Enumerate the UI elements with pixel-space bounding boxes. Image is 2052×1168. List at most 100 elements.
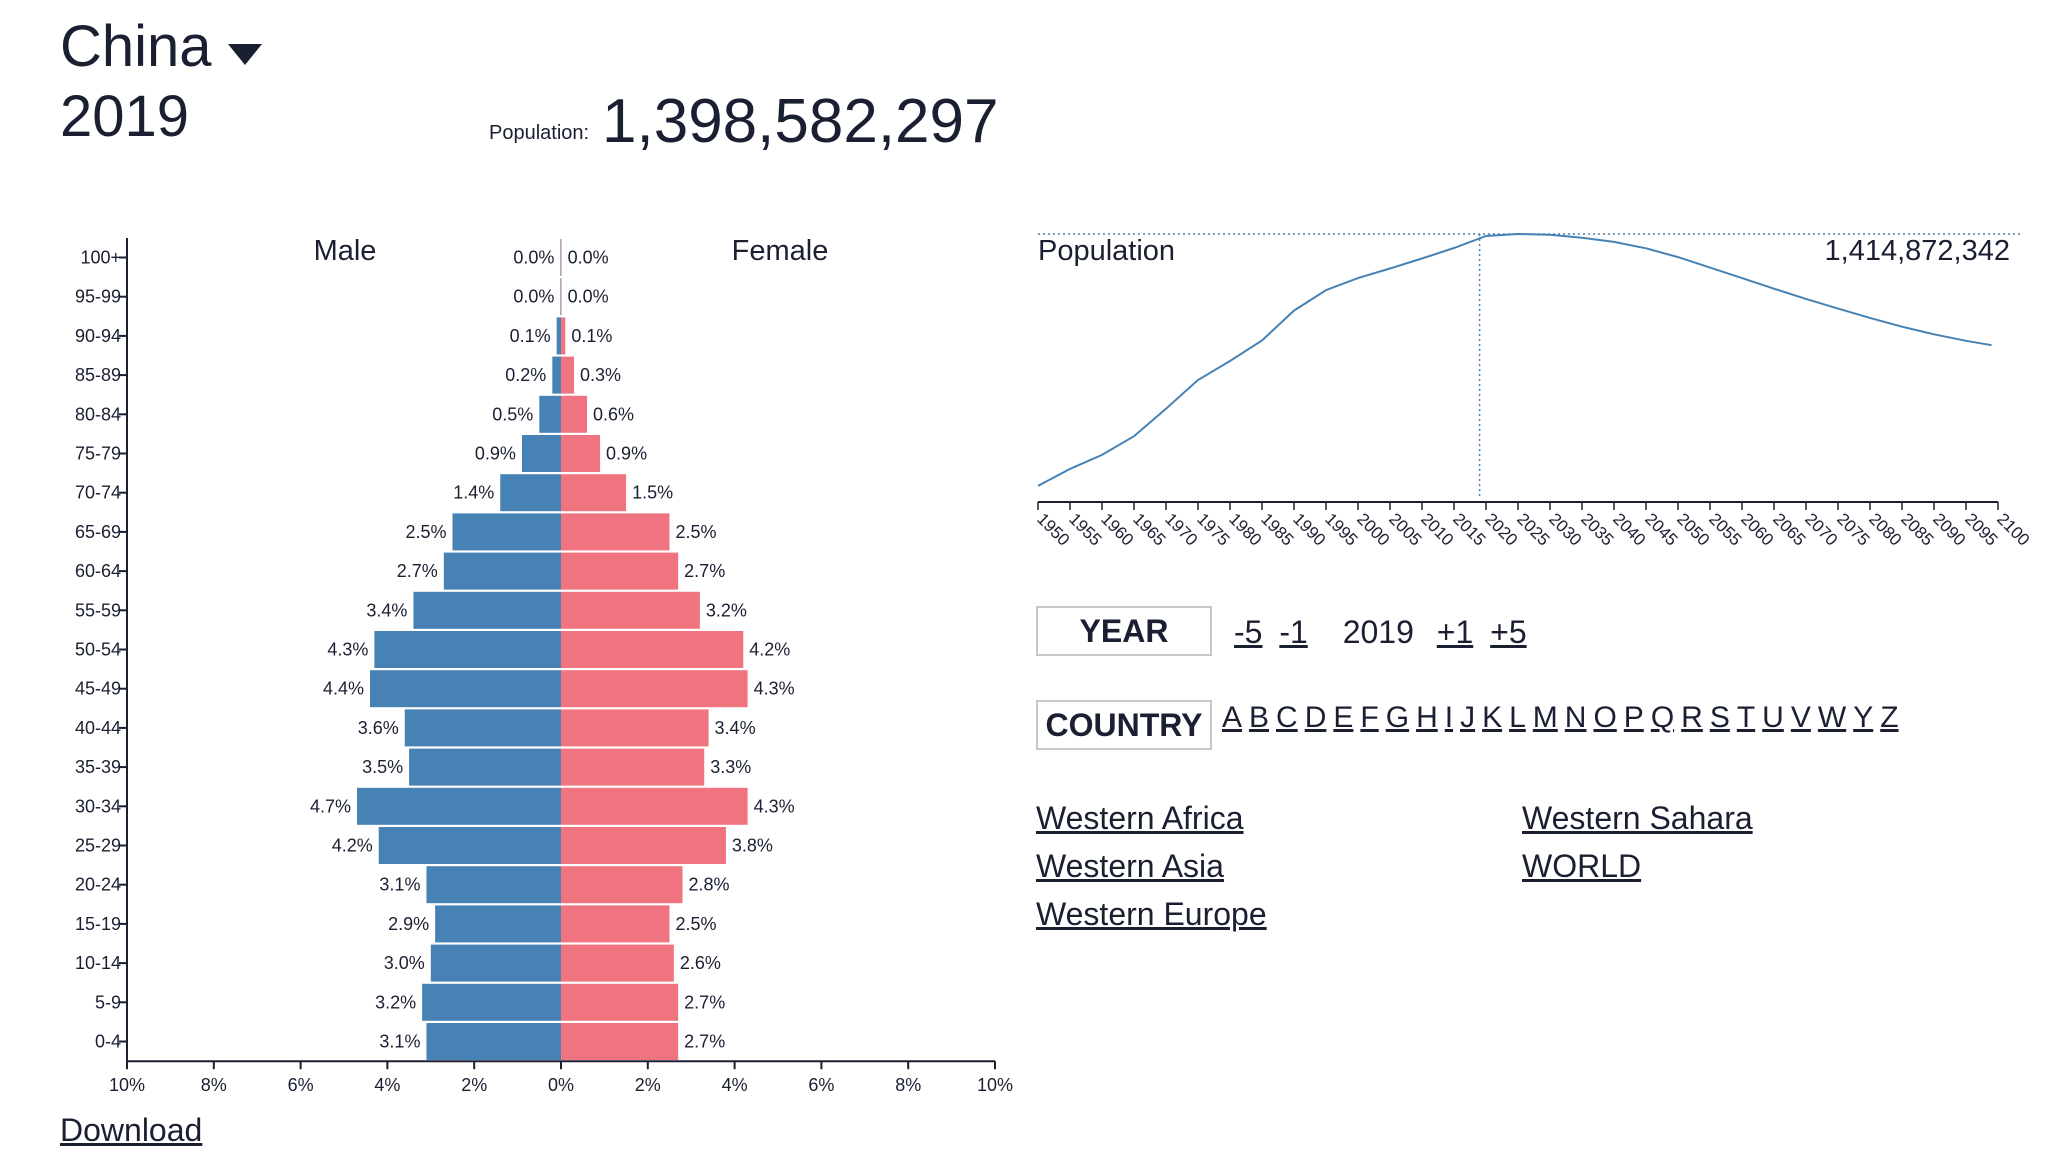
female-value-label: 4.3%: [754, 679, 795, 699]
letter-link-f[interactable]: F: [1360, 701, 1379, 734]
letter-link-h[interactable]: H: [1416, 701, 1438, 734]
year-controls: -5 -1 2019 +1 +5: [1234, 610, 1535, 654]
female-bar: [561, 591, 700, 629]
population-series-line: [1037, 232, 1992, 487]
x-tick-label: 10%: [977, 1075, 1013, 1095]
year-tick-label: 1975: [1193, 509, 1233, 549]
year-tick-label: 1985: [1257, 509, 1297, 549]
female-value-label: 2.7%: [684, 992, 725, 1012]
male-bar: [552, 356, 561, 394]
letter-link-s[interactable]: S: [1709, 701, 1730, 734]
female-bar: [561, 983, 679, 1021]
male-value-label: 3.6%: [358, 718, 399, 738]
region-link-western-africa[interactable]: Western Africa: [1036, 800, 1244, 836]
male-value-label: 0.9%: [475, 444, 516, 464]
letter-link-l[interactable]: L: [1509, 701, 1526, 734]
letter-link-v[interactable]: V: [1790, 701, 1811, 734]
letter-link-c[interactable]: C: [1276, 701, 1298, 734]
year-tick-label: 1965: [1129, 509, 1169, 549]
year-tick-label: 2015: [1449, 509, 1489, 549]
letter-link-z[interactable]: Z: [1880, 701, 1899, 734]
male-value-label: 3.2%: [375, 992, 416, 1012]
region-link-western-sahara[interactable]: Western Sahara: [1522, 800, 1753, 836]
letter-link-g[interactable]: G: [1385, 701, 1410, 734]
year-tick-label: 1950: [1033, 509, 1073, 549]
country-title[interactable]: China: [60, 14, 212, 79]
letter-link-o[interactable]: O: [1593, 701, 1617, 734]
male-value-label: 0.2%: [505, 365, 546, 385]
year-minus-5-button[interactable]: -5: [1234, 614, 1263, 650]
letter-link-q[interactable]: Q: [1650, 701, 1675, 734]
region-link-western-asia[interactable]: Western Asia: [1036, 848, 1224, 884]
year-plus-1-button[interactable]: +1: [1436, 614, 1474, 650]
letter-link-p[interactable]: P: [1623, 701, 1644, 734]
age-group-label: 5-9: [95, 992, 121, 1012]
female-bar: [561, 552, 679, 590]
male-value-label: 3.5%: [362, 757, 403, 777]
letter-link-y[interactable]: Y: [1853, 701, 1874, 734]
year-tick-label: 1955: [1065, 509, 1105, 549]
male-value-label: 3.1%: [379, 1032, 420, 1052]
letter-link-j[interactable]: J: [1460, 701, 1476, 734]
year-plus-5-button[interactable]: +5: [1490, 614, 1527, 650]
letter-link-k[interactable]: K: [1482, 701, 1503, 734]
year-label-box: YEAR: [1036, 606, 1212, 656]
year-tick-label: 2035: [1577, 509, 1617, 549]
female-value-label: 0.1%: [571, 326, 612, 346]
age-group-label: 0-4: [95, 1032, 121, 1052]
year-tick-label: 2045: [1641, 509, 1681, 549]
letter-link-a[interactable]: A: [1222, 701, 1243, 734]
age-group-label: 30-34: [75, 796, 121, 816]
letter-link-d[interactable]: D: [1304, 701, 1327, 734]
female-value-label: 4.2%: [749, 640, 790, 660]
letter-link-n[interactable]: N: [1564, 701, 1587, 734]
year-title: 2019: [60, 84, 190, 149]
age-group-label: 70-74: [75, 483, 121, 503]
male-value-label: 4.7%: [310, 796, 351, 816]
female-bar: [561, 278, 562, 316]
female-value-label: 2.8%: [689, 875, 730, 895]
letter-link-m[interactable]: M: [1532, 701, 1558, 734]
year-tick-label: 2090: [1929, 509, 1969, 549]
population-pyramid: Male Female 100+ 0.0% 0.0% 95-99 0.0% 0.0% 90-…: [75, 235, 1013, 1095]
year-minus-1-button[interactable]: -1: [1279, 614, 1308, 650]
female-bar: [561, 435, 601, 472]
x-tick-label: 4%: [722, 1075, 748, 1095]
population-value: 1,398,582,297: [602, 87, 999, 156]
year-tick-label: 1995: [1321, 509, 1361, 549]
x-tick-label: 6%: [288, 1075, 314, 1095]
download-link[interactable]: Download: [60, 1112, 203, 1148]
male-label: Male: [314, 235, 377, 267]
line-chart-title: Population: [1038, 235, 1175, 267]
female-value-label: 3.8%: [732, 836, 773, 856]
female-value-label: 0.6%: [593, 404, 634, 424]
male-bar: [374, 631, 561, 668]
region-list-right: Western Sahara WORLD: [1522, 794, 1753, 890]
letter-link-u[interactable]: U: [1762, 701, 1784, 734]
letter-link-w[interactable]: W: [1817, 701, 1847, 734]
region-link-western-europe[interactable]: Western Europe: [1036, 896, 1267, 932]
male-bar: [430, 944, 561, 982]
male-value-label: 4.3%: [327, 640, 368, 660]
male-bar: [426, 866, 561, 904]
female-bar: [561, 827, 726, 864]
year-tick-label: 2060: [1737, 509, 1777, 549]
year-tick-label: 2070: [1801, 509, 1841, 549]
male-bar: [404, 709, 561, 747]
letter-link-i[interactable]: I: [1444, 701, 1454, 734]
chevron-down-icon[interactable]: [228, 44, 262, 65]
region-link-world[interactable]: WORLD: [1522, 848, 1642, 884]
age-group-label: 50-54: [75, 640, 121, 660]
female-bar: [561, 709, 709, 747]
male-value-label: 2.5%: [405, 522, 446, 542]
x-tick-label: 0%: [548, 1075, 574, 1095]
year-tick-label: 1990: [1289, 509, 1329, 549]
male-value-label: 3.1%: [379, 875, 420, 895]
letter-link-e[interactable]: E: [1333, 701, 1354, 734]
letter-link-b[interactable]: B: [1249, 701, 1270, 734]
year-tick-label: 2030: [1545, 509, 1585, 549]
letter-link-r[interactable]: R: [1681, 701, 1703, 734]
country-label-box: COUNTRY: [1036, 700, 1212, 750]
letter-link-t[interactable]: T: [1736, 701, 1756, 734]
female-value-label: 0.0%: [568, 287, 609, 307]
